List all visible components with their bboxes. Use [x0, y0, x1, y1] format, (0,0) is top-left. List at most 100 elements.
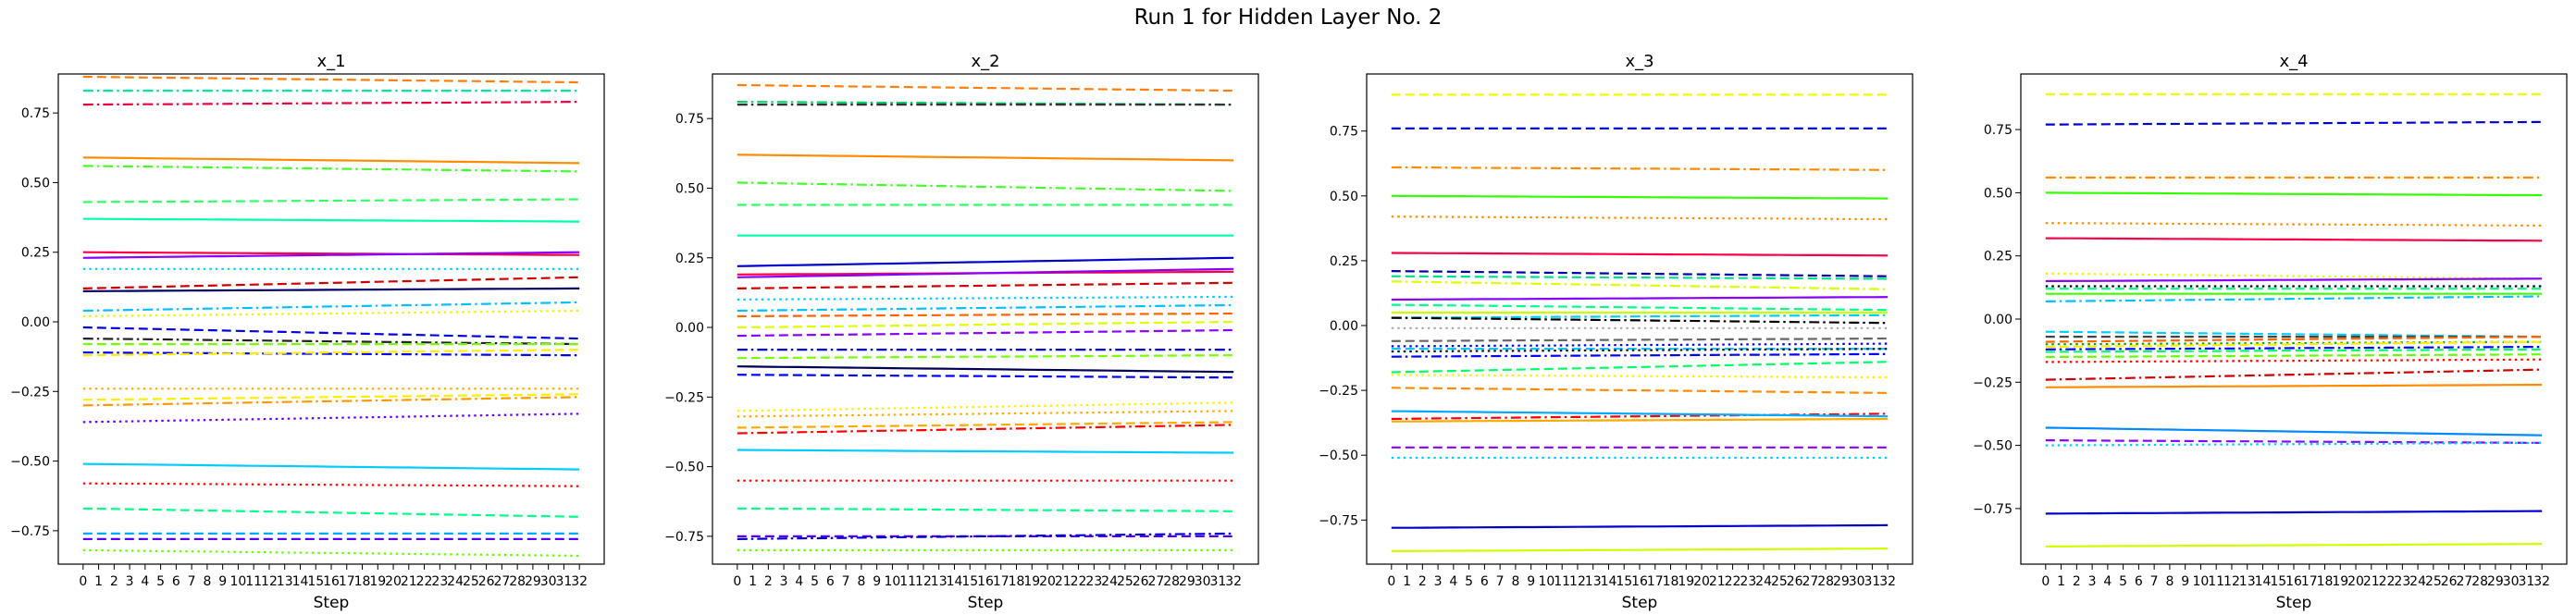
x-tick-label: 10: [2193, 574, 2210, 589]
x-tick-label: 5: [811, 574, 819, 589]
series-line: [1391, 523, 1889, 529]
x-tick-label: 1: [2057, 574, 2065, 589]
x-tick-label: 32: [571, 574, 588, 589]
x-tick-label: 21: [1055, 574, 1071, 589]
plot-frame: [57, 73, 605, 565]
x-tick-label: 1: [1403, 574, 1411, 589]
x-tick-label: 5: [156, 574, 165, 589]
series-line: [82, 338, 580, 346]
x-tick-label: 32: [1225, 574, 1242, 589]
series-line: [82, 326, 580, 340]
series-line: [82, 156, 580, 165]
x-tick-label: 2: [2073, 574, 2081, 589]
series-line: [2045, 277, 2543, 283]
x-tick-label: 26: [1133, 574, 1149, 589]
series-line: [737, 303, 1234, 313]
series-line: [1391, 252, 1889, 257]
x-tick-label: 24: [2409, 574, 2426, 589]
y-tick-label: −0.75: [1319, 513, 1358, 528]
x-tick-label: 26: [2441, 574, 2458, 589]
x-tick-label: 30: [1195, 574, 1211, 589]
series-line: [737, 410, 1234, 418]
plot-frame: [712, 73, 1259, 565]
series-line: [737, 267, 1234, 278]
series-line: [1391, 314, 1889, 319]
x-tick-label: 27: [1802, 574, 1818, 589]
series-line: [82, 251, 580, 256]
y-tick-label: −0.25: [1319, 384, 1358, 399]
x-tick-label: 22: [2379, 574, 2396, 589]
x-tick-label: 23: [431, 574, 448, 589]
x-tick-label: 14: [292, 574, 309, 589]
x-tick-label: 15: [307, 574, 324, 589]
series-line: [82, 482, 580, 487]
x-tick-label: 13: [2239, 574, 2256, 589]
x-tick-label: 31: [1864, 574, 1881, 589]
x-tick-label: 28: [2471, 574, 2488, 589]
series-line: [2045, 272, 2543, 280]
series-line: [1391, 547, 1889, 553]
x-tick-label: 18: [2317, 574, 2334, 589]
plot-frame: [2020, 73, 2568, 565]
x-tick-label: 10: [230, 574, 247, 589]
series-line: [2045, 441, 2543, 447]
x-tick-label: 18: [1663, 574, 1679, 589]
x-tick-label: 20: [1693, 574, 1710, 589]
x-tick-label: 6: [2135, 574, 2143, 589]
x-tick-label: 23: [2394, 574, 2410, 589]
series-line: [1391, 342, 1889, 348]
series-line: [82, 101, 580, 106]
x-axis-label: Step: [2276, 594, 2312, 612]
x-tick-label: 4: [141, 574, 149, 589]
x-tick-label: 19: [1023, 574, 1040, 589]
x-tick-label: 7: [188, 574, 196, 589]
x-tick-label: 29: [1833, 574, 1850, 589]
x-tick-label: 7: [842, 574, 850, 589]
x-tick-label: 29: [1179, 574, 1195, 589]
series-line: [82, 507, 580, 518]
x-tick-label: 29: [525, 574, 541, 589]
x-tick-label: 4: [795, 574, 803, 589]
x-tick-label: 18: [354, 574, 371, 589]
series-line: [82, 198, 580, 203]
series-line: [82, 301, 580, 313]
x-tick-label: 13: [277, 574, 293, 589]
x-tick-label: 5: [1465, 574, 1473, 589]
x-tick-label: 4: [2103, 574, 2112, 589]
y-tick-label: −0.25: [10, 385, 50, 400]
y-tick-label: 0.50: [1984, 186, 2012, 201]
series-line: [737, 507, 1234, 512]
x-axis-label: Step: [968, 594, 1004, 612]
series-line: [1391, 374, 1889, 379]
series-line: [82, 412, 580, 424]
y-tick-label: 0.75: [1984, 123, 2012, 138]
series-line: [82, 396, 580, 407]
plot-frame: [1366, 73, 1913, 565]
x-tick-label: 32: [1879, 574, 1896, 589]
x-tick-label: 11: [245, 574, 262, 589]
x-tick-label: 23: [1740, 574, 1756, 589]
x-tick-label: 27: [2456, 574, 2472, 589]
series-line: [737, 320, 1234, 329]
y-tick-label: 0.75: [1330, 125, 1358, 140]
x-tick-label: 27: [493, 574, 510, 589]
series-line: [1391, 410, 1889, 418]
x-tick-label: 17: [993, 574, 1009, 589]
x-tick-label: 9: [218, 574, 227, 589]
x-tick-label: 3: [780, 574, 788, 589]
y-tick-label: 0.75: [675, 112, 704, 127]
x-tick-label: 13: [931, 574, 947, 589]
x-tick-label: 29: [2487, 574, 2504, 589]
y-tick-label: 0.00: [21, 315, 50, 330]
x-tick-label: 6: [826, 574, 835, 589]
series-line: [82, 165, 580, 173]
x-tick-label: 11: [2208, 574, 2224, 589]
series-line: [1391, 270, 1889, 277]
series-line: [2045, 346, 2543, 351]
series-line: [2045, 295, 2543, 302]
series-line: [2045, 426, 2543, 437]
series-line: [2045, 340, 2543, 346]
x-tick-label: 23: [1085, 574, 1102, 589]
series-line: [737, 365, 1234, 374]
